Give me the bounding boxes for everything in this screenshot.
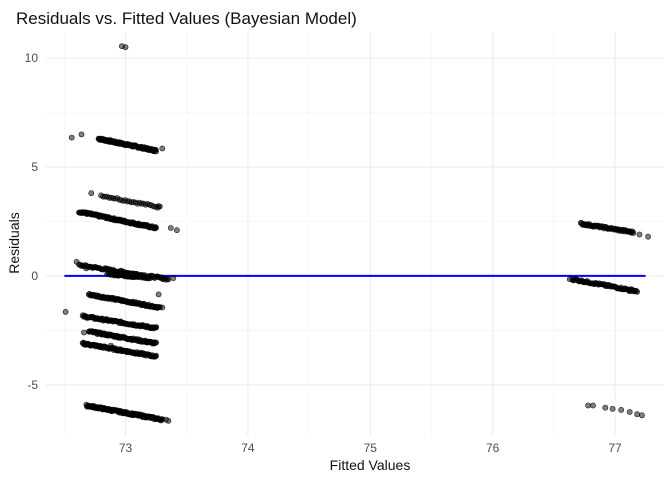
data-point: [590, 402, 596, 409]
data-point: [153, 324, 159, 330]
data-point: [78, 131, 85, 138]
data-point: [122, 44, 129, 51]
data-point: [585, 402, 591, 409]
data-point: [159, 304, 166, 311]
data-point: [159, 145, 166, 152]
tick-labels: 73 74 75 76 77 -5 0 5 10: [25, 51, 622, 455]
y-tick-label: 0: [31, 269, 38, 283]
data-point: [636, 231, 643, 238]
data-point: [83, 265, 90, 272]
x-tick-label: 73: [119, 441, 133, 455]
data-point: [626, 288, 633, 295]
y-tick-label: 10: [25, 51, 39, 65]
data-point: [626, 409, 633, 415]
chart-title: Residuals vs. Fitted Values (Bayesian Mo…: [16, 9, 357, 28]
x-tick-label: 76: [486, 441, 500, 455]
data-point: [170, 275, 177, 281]
grid-layer: [46, 32, 664, 436]
data-point: [147, 275, 153, 282]
data-point: [566, 276, 573, 283]
data-point: [88, 190, 95, 197]
data-point: [618, 406, 625, 413]
data-point: [630, 229, 637, 236]
data-point: [73, 258, 80, 265]
data-point: [165, 417, 172, 424]
data-point: [155, 203, 162, 210]
data-point: [609, 405, 616, 412]
data-point: [639, 412, 645, 419]
data-point: [634, 411, 640, 418]
x-tick-label: 74: [241, 441, 255, 455]
data-point: [112, 140, 119, 146]
x-tick-label: 77: [608, 441, 622, 455]
data-point: [155, 291, 162, 298]
data-point: [634, 288, 640, 295]
data-point: [153, 148, 159, 155]
y-axis-label: Residuals: [6, 212, 22, 273]
y-tick-label: -5: [27, 378, 38, 392]
data-point: [121, 269, 128, 276]
data-point: [62, 308, 69, 315]
points-layer: [62, 43, 651, 424]
data-point: [602, 404, 609, 411]
data-point: [153, 352, 159, 359]
x-axis-label: Fitted Values: [330, 457, 411, 473]
data-point: [153, 224, 159, 231]
data-point: [68, 134, 75, 141]
data-point: [173, 227, 180, 234]
data-point: [645, 233, 651, 240]
data-point: [108, 342, 114, 349]
data-point: [167, 225, 174, 231]
data-point: [153, 339, 159, 346]
data-point: [165, 276, 172, 283]
x-tick-label: 75: [364, 441, 378, 455]
data-point: [81, 329, 87, 336]
y-tick-label: 5: [31, 160, 38, 174]
